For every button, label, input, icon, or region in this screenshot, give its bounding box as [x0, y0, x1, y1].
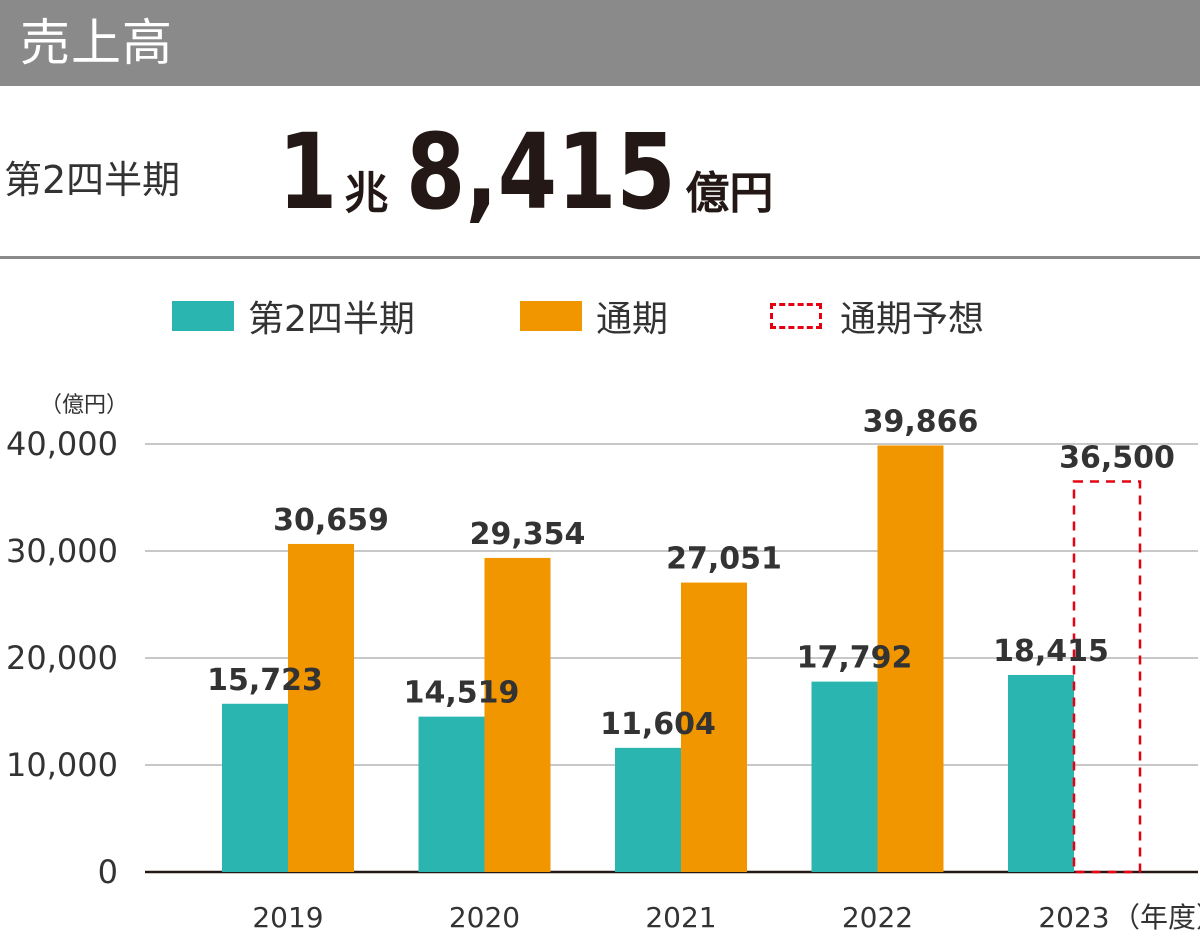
- x-tick-label: 2020: [449, 901, 520, 934]
- y-tick-label: 20,000: [6, 639, 118, 677]
- data-label: 18,415: [993, 634, 1109, 669]
- x-axis-unit-label: （年度）: [1112, 901, 1200, 934]
- y-tick-label: 30,000: [6, 532, 118, 570]
- legend-swatch-full-year: [520, 301, 582, 331]
- y-axis-unit-label: （億円）: [40, 393, 128, 418]
- divider: [0, 256, 1200, 259]
- x-tick-label: 2021: [645, 901, 716, 934]
- bar-q2: [615, 747, 681, 872]
- x-tick-label: 2023: [1038, 901, 1109, 934]
- data-label: 30,659: [273, 503, 389, 538]
- page-title: 売上高: [20, 14, 173, 72]
- data-label: 29,354: [470, 517, 586, 552]
- summary-value-cho: 1: [278, 111, 338, 233]
- y-tick-label: 0: [98, 853, 118, 891]
- bar-q2: [1008, 674, 1074, 872]
- summary-value-oku: 8,415: [406, 111, 677, 233]
- legend-item-full-year: 通期: [520, 286, 668, 346]
- legend-swatch-forecast: [770, 303, 822, 329]
- bar-q2: [418, 716, 485, 872]
- summary-value: 1 兆 8,415 億円: [278, 112, 773, 232]
- summary-label: 第2四半期: [4, 158, 181, 202]
- bar-q2: [811, 681, 878, 872]
- bar-full-year: [681, 582, 747, 872]
- summary-unit-oku: 億円: [685, 168, 774, 219]
- data-label: 11,604: [600, 707, 716, 742]
- legend-label-full-year: 通期: [596, 299, 669, 340]
- bar-full-year: [877, 445, 944, 872]
- chart-legend: 第2四半期 通期 通期予想: [0, 286, 1200, 346]
- legend-item-forecast: 通期予想: [770, 286, 984, 346]
- x-tick-label: 2019: [252, 901, 323, 934]
- bar-full-year: [484, 557, 551, 872]
- data-label: 36,500: [1059, 440, 1175, 475]
- bar-full-year: [288, 543, 354, 872]
- y-tick-label: 40,000: [6, 425, 118, 463]
- legend-swatch-q2: [172, 301, 234, 331]
- data-label: 14,519: [404, 676, 520, 711]
- bar-q2: [222, 703, 288, 872]
- data-label: 17,792: [797, 641, 913, 676]
- summary-unit-cho: 兆: [344, 168, 389, 219]
- x-tick-label: 2022: [842, 901, 913, 934]
- data-label: 15,723: [207, 663, 323, 698]
- bar-forecast: [1072, 480, 1142, 874]
- header-bar: 売上高: [0, 0, 1200, 86]
- legend-item-q2: 第2四半期: [172, 286, 415, 346]
- data-label: 27,051: [666, 542, 782, 577]
- y-tick-label: 10,000: [6, 746, 118, 784]
- legend-label-q2: 第2四半期: [248, 299, 415, 340]
- legend-label-forecast: 通期予想: [840, 299, 985, 340]
- data-label: 39,866: [863, 404, 979, 439]
